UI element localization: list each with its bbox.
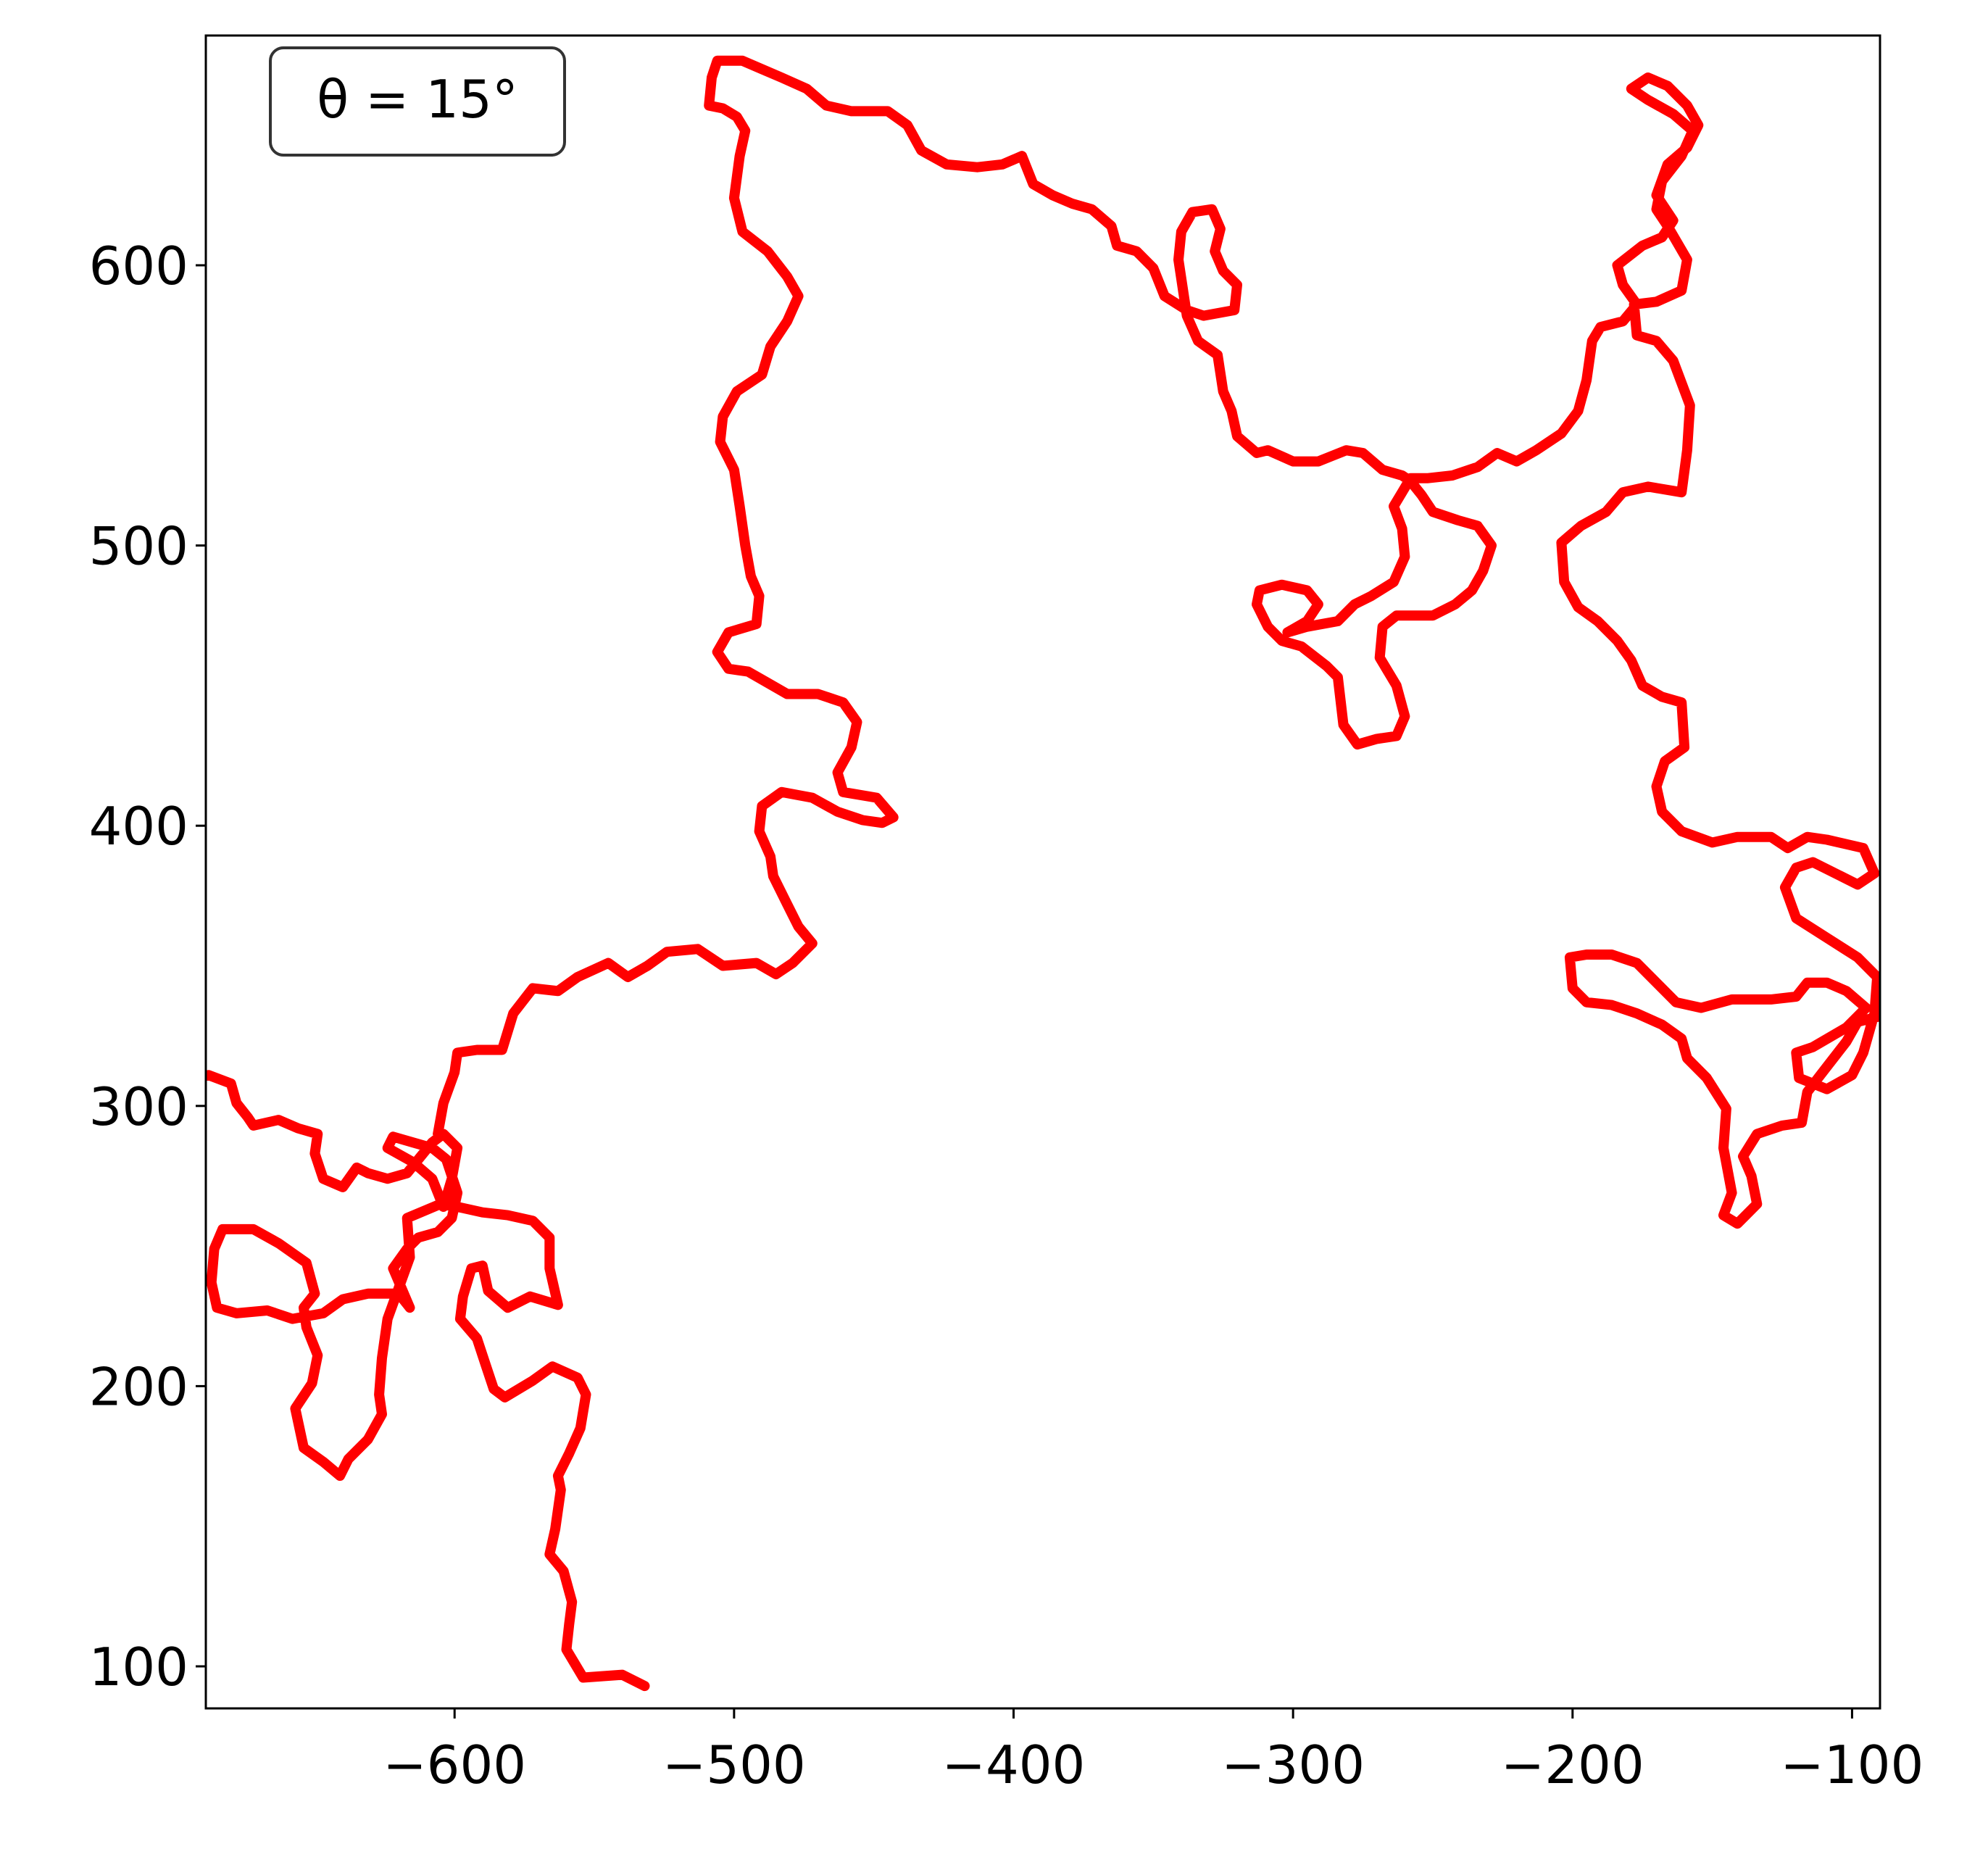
plot-area <box>206 55 1880 1692</box>
annotation-box <box>269 46 566 157</box>
y-tick-label: 400 <box>89 796 188 857</box>
x-tick-label: −300 <box>1221 1734 1365 1795</box>
x-tick-label: −600 <box>383 1734 526 1795</box>
annotation: θ = 15° <box>317 69 518 130</box>
y-tick-label: 500 <box>89 516 188 577</box>
x-tick-label: −400 <box>942 1734 1086 1795</box>
y-tick-label: 300 <box>89 1076 188 1137</box>
x-tick-label: −100 <box>1781 1734 1924 1795</box>
y-tick-label: 600 <box>89 236 188 296</box>
x-tick-label: −200 <box>1501 1734 1644 1795</box>
axes-frame <box>204 34 1881 1710</box>
y-tick-label: 100 <box>89 1637 188 1698</box>
trajectory-line <box>206 55 1880 1692</box>
x-tick-label: −500 <box>662 1734 806 1795</box>
y-tick-label: 200 <box>89 1356 188 1417</box>
